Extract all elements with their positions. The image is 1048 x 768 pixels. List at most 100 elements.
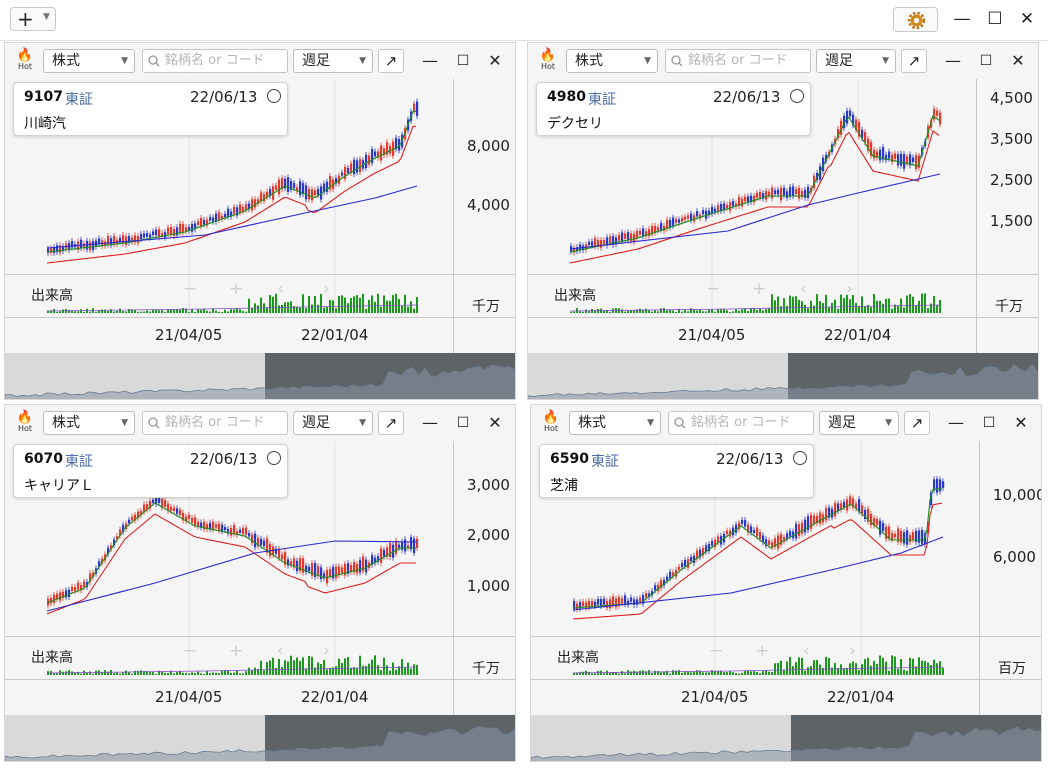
hot-button[interactable]: 🔥 Hot xyxy=(536,49,560,75)
panel-maximize-button[interactable]: ☐ xyxy=(456,415,470,431)
panel-minimize-button[interactable]: — xyxy=(422,51,438,70)
minimize-button[interactable]: — xyxy=(953,9,971,29)
scroll-right-button[interactable]: › xyxy=(323,279,330,299)
panel-maximize-button[interactable]: ☐ xyxy=(982,415,996,431)
period-select[interactable]: 週足 ▼ xyxy=(819,411,899,435)
price-chart[interactable] xyxy=(528,43,1039,400)
volume-bar xyxy=(882,303,884,313)
search-input[interactable]: 銘柄名 or コード xyxy=(142,49,288,73)
price-chart[interactable] xyxy=(5,43,516,400)
volume-bar xyxy=(717,309,719,313)
search-input[interactable]: 銘柄名 or コード xyxy=(668,411,814,435)
volume-bar xyxy=(624,673,626,675)
popout-button[interactable]: ↗ xyxy=(378,411,404,435)
scroll-left-button[interactable]: ‹ xyxy=(277,279,284,299)
panel-maximize-button[interactable]: ☐ xyxy=(456,53,470,69)
zoom-in-button[interactable]: + xyxy=(755,641,770,661)
asset-type-select[interactable]: 株式 ▼ xyxy=(566,49,658,73)
stock-info-box[interactable]: 6590 東証 22/06/13 芝浦 xyxy=(539,444,814,498)
navigator-chart[interactable] xyxy=(5,353,516,400)
volume-bar xyxy=(89,311,91,313)
zoom-out-button[interactable]: − xyxy=(706,279,721,299)
volume-bar xyxy=(191,309,193,313)
search-input[interactable]: 銘柄名 or コード xyxy=(142,411,288,435)
volume-bar xyxy=(906,295,908,313)
panel-maximize-button[interactable]: ☐ xyxy=(979,53,993,69)
hot-label: Hot xyxy=(17,62,33,71)
volume-bar xyxy=(299,660,301,675)
stock-info-box[interactable]: 9107 東証 22/06/13 川崎汽 xyxy=(13,82,288,136)
panel-minimize-button[interactable]: — xyxy=(945,51,961,70)
add-panel-button[interactable]: + ▼ xyxy=(10,7,56,31)
arrow-up-right-icon: ↗ xyxy=(910,414,924,432)
volume-bar xyxy=(374,301,376,313)
zoom-out-button[interactable]: − xyxy=(709,641,724,661)
zoom-out-button[interactable]: − xyxy=(183,279,198,299)
stock-info-box[interactable]: 6070 東証 22/06/13 キャリアＬ xyxy=(13,444,288,498)
volume-bar xyxy=(918,657,920,675)
navigator-chart[interactable] xyxy=(528,353,1039,400)
candle-body xyxy=(702,210,705,215)
panel-close-button[interactable]: ✕ xyxy=(1014,413,1028,432)
x-tick-label: 21/04/05 xyxy=(155,688,223,706)
volume-bar xyxy=(621,671,623,675)
period-select[interactable]: 週足 ▼ xyxy=(293,49,373,73)
maximize-button[interactable]: ☐ xyxy=(987,9,1003,29)
x-tick-label: 21/04/05 xyxy=(155,326,223,344)
hot-button[interactable]: 🔥 Hot xyxy=(13,49,37,75)
dropdown-circle-icon[interactable] xyxy=(793,451,807,465)
period-select[interactable]: 週足 ▼ xyxy=(293,411,373,435)
zoom-out-button[interactable]: − xyxy=(183,641,198,661)
popout-button[interactable]: ↗ xyxy=(904,411,930,435)
hot-button[interactable]: 🔥 Hot xyxy=(539,411,563,437)
volume-bar xyxy=(206,671,208,675)
zoom-in-button[interactable]: + xyxy=(229,279,244,299)
candle-body xyxy=(278,548,281,559)
stock-info-box[interactable]: 4980 東証 22/06/13 デクセリ xyxy=(536,82,811,136)
candle-body xyxy=(128,236,131,243)
zoom-in-button[interactable]: + xyxy=(229,641,244,661)
panel-close-button[interactable]: ✕ xyxy=(488,413,502,432)
hot-button[interactable]: 🔥 Hot xyxy=(13,411,37,437)
candle-body xyxy=(708,210,711,216)
asset-type-select[interactable]: 株式 ▼ xyxy=(43,411,135,435)
scroll-right-button[interactable]: › xyxy=(846,279,853,299)
settings-button[interactable] xyxy=(893,7,938,32)
panel-minimize-button[interactable]: — xyxy=(422,413,438,432)
candle-body xyxy=(825,154,828,162)
panel-close-button[interactable]: ✕ xyxy=(1011,51,1025,70)
asset-type-select[interactable]: 株式 ▼ xyxy=(43,49,135,73)
scroll-right-button[interactable]: › xyxy=(323,641,330,661)
dropdown-circle-icon[interactable] xyxy=(267,89,281,103)
scroll-left-button[interactable]: ‹ xyxy=(800,279,807,299)
popout-button[interactable]: ↗ xyxy=(901,49,927,73)
candle-body xyxy=(801,190,804,197)
volume-bar xyxy=(924,293,926,313)
volume-bar xyxy=(774,663,776,675)
chart-panel: 🔥 Hot 株式 ▼ 銘柄名 or コード 週足 ▼ ↗ — ☐ ✕ 6070 … xyxy=(4,404,516,762)
close-button[interactable]: ✕ xyxy=(1019,9,1035,29)
candle-body xyxy=(350,163,353,174)
popout-button[interactable]: ↗ xyxy=(378,49,404,73)
panel-close-button[interactable]: ✕ xyxy=(488,51,502,70)
navigator-chart[interactable] xyxy=(531,715,1042,762)
search-input[interactable]: 銘柄名 or コード xyxy=(665,49,811,73)
dropdown-circle-icon[interactable] xyxy=(790,89,804,103)
panel-minimize-button[interactable]: — xyxy=(948,413,964,432)
zoom-in-button[interactable]: + xyxy=(752,279,767,299)
scroll-left-button[interactable]: ‹ xyxy=(277,641,284,661)
volume-bar xyxy=(693,309,695,313)
navigator-chart[interactable] xyxy=(5,715,516,762)
candle-body xyxy=(612,596,615,606)
volume-ma-line xyxy=(46,304,418,312)
scroll-right-button[interactable]: › xyxy=(849,641,856,661)
price-chart[interactable] xyxy=(531,405,1042,762)
candle-body xyxy=(924,533,927,545)
volume-bar xyxy=(675,311,677,313)
volume-bar xyxy=(101,309,103,313)
scroll-left-button[interactable]: ‹ xyxy=(803,641,810,661)
asset-type-select[interactable]: 株式 ▼ xyxy=(569,411,661,435)
candle-body xyxy=(287,177,290,192)
period-select[interactable]: 週足 ▼ xyxy=(816,49,896,73)
dropdown-circle-icon[interactable] xyxy=(267,451,281,465)
